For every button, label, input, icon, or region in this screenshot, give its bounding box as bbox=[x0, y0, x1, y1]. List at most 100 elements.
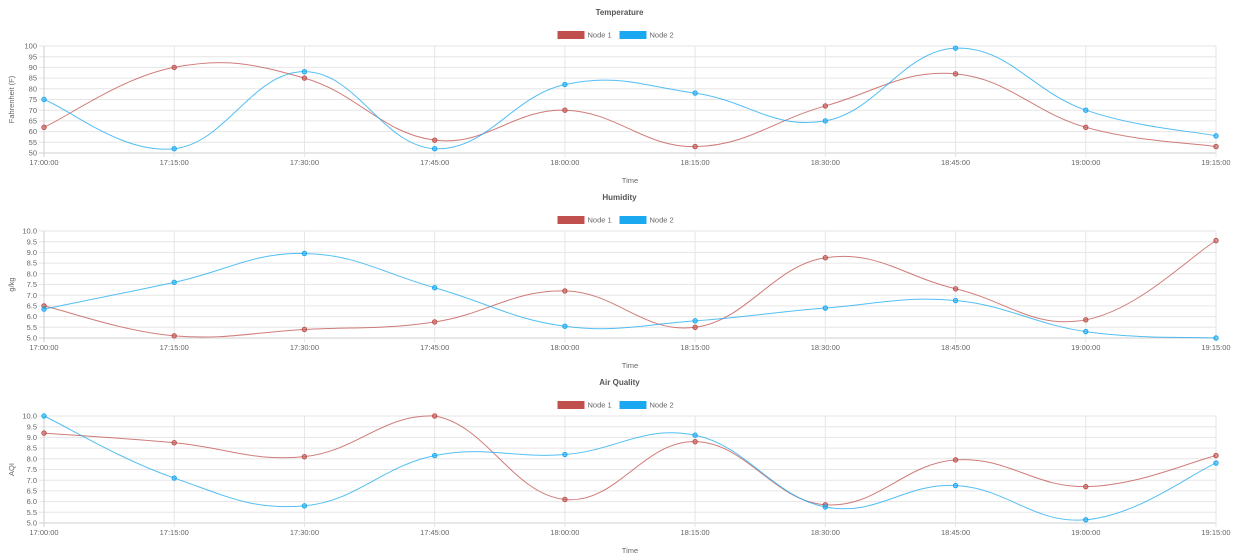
data-point-node-1[interactable] bbox=[301, 326, 308, 333]
data-point-node-2[interactable] bbox=[692, 318, 698, 324]
legend-item-node-2[interactable]: Node 2 bbox=[619, 401, 674, 410]
y-tick-label: 6.5 bbox=[27, 302, 37, 311]
data-point-node-2[interactable] bbox=[1213, 133, 1219, 139]
data-point-node-1[interactable] bbox=[562, 496, 568, 503]
data-point-node-1[interactable] bbox=[692, 324, 698, 331]
y-tick-label: 85 bbox=[29, 74, 37, 83]
data-point-node-1[interactable] bbox=[171, 440, 177, 446]
y-tick-label: 6.5 bbox=[27, 487, 37, 496]
legend-label: Node 1 bbox=[588, 216, 612, 225]
legend-item-node-1[interactable]: Node 1 bbox=[557, 401, 612, 410]
data-point-node-2[interactable] bbox=[822, 504, 829, 510]
legend-item-node-2[interactable]: Node 2 bbox=[619, 31, 674, 40]
chart-title: Humidity bbox=[602, 193, 637, 202]
data-point-node-2[interactable] bbox=[1083, 107, 1089, 113]
y-tick-label: 50 bbox=[29, 149, 37, 158]
data-point-node-1[interactable] bbox=[301, 453, 308, 460]
y-axis-title: Fahrenheit (F) bbox=[7, 75, 16, 123]
data-point-node-1[interactable] bbox=[431, 137, 438, 143]
x-tick-label: 18:45:00 bbox=[941, 343, 970, 352]
data-point-node-1[interactable] bbox=[431, 413, 438, 419]
y-tick-label: 70 bbox=[29, 106, 37, 115]
y-tick-label: 9.5 bbox=[27, 237, 37, 246]
data-point-node-1[interactable] bbox=[952, 71, 959, 77]
y-tick-label: 7.0 bbox=[27, 476, 37, 485]
y-tick-label: 90 bbox=[29, 63, 37, 72]
legend-swatch bbox=[619, 401, 647, 409]
x-axis-title: Time bbox=[622, 546, 638, 555]
x-tick-label: 19:15:00 bbox=[1201, 343, 1230, 352]
y-tick-label: 9.5 bbox=[27, 422, 37, 431]
data-point-node-1[interactable] bbox=[1083, 124, 1089, 131]
data-point-node-2[interactable] bbox=[822, 118, 829, 124]
x-tick-label: 18:15:00 bbox=[681, 158, 710, 167]
data-point-node-1[interactable] bbox=[431, 319, 438, 325]
data-point-node-2[interactable] bbox=[431, 285, 438, 291]
data-point-node-2[interactable] bbox=[171, 475, 177, 481]
data-point-node-1[interactable] bbox=[1213, 237, 1219, 244]
x-tick-label: 19:15:00 bbox=[1201, 528, 1230, 537]
data-point-node-2[interactable] bbox=[952, 297, 959, 304]
data-point-node-2[interactable] bbox=[431, 452, 438, 459]
data-point-node-1[interactable] bbox=[562, 107, 568, 113]
data-point-node-2[interactable] bbox=[301, 503, 308, 509]
legend-item-node-1[interactable]: Node 1 bbox=[557, 216, 612, 225]
data-point-node-1[interactable] bbox=[171, 333, 177, 339]
legend-swatch bbox=[557, 31, 585, 39]
data-point-node-1[interactable] bbox=[822, 255, 829, 261]
x-tick-label: 17:15:00 bbox=[160, 343, 189, 352]
data-point-node-1[interactable] bbox=[1083, 317, 1089, 323]
data-point-node-1[interactable] bbox=[952, 457, 959, 463]
data-point-node-2[interactable] bbox=[41, 96, 47, 103]
data-point-node-1[interactable] bbox=[301, 75, 308, 81]
x-tick-label: 18:30:00 bbox=[811, 343, 840, 352]
data-point-node-2[interactable] bbox=[952, 482, 959, 489]
data-point-node-2[interactable] bbox=[562, 451, 568, 458]
data-point-node-1[interactable] bbox=[41, 430, 47, 436]
data-point-node-2[interactable] bbox=[301, 250, 308, 257]
y-tick-label: 8.0 bbox=[27, 269, 37, 278]
x-tick-label: 18:30:00 bbox=[811, 158, 840, 167]
data-point-node-2[interactable] bbox=[171, 146, 177, 152]
data-point-node-2[interactable] bbox=[1083, 517, 1089, 523]
data-point-node-1[interactable] bbox=[41, 124, 47, 131]
data-point-node-2[interactable] bbox=[952, 45, 959, 51]
x-tick-label: 18:15:00 bbox=[681, 343, 710, 352]
data-point-node-2[interactable] bbox=[41, 413, 47, 419]
data-point-node-2[interactable] bbox=[1213, 335, 1219, 341]
data-point-node-2[interactable] bbox=[171, 279, 177, 286]
data-point-node-2[interactable] bbox=[692, 90, 698, 96]
data-point-node-1[interactable] bbox=[1213, 143, 1219, 150]
data-point-node-2[interactable] bbox=[562, 81, 568, 88]
y-axis-title: AQI bbox=[7, 463, 16, 476]
data-point-node-1[interactable] bbox=[692, 438, 698, 445]
data-point-node-1[interactable] bbox=[952, 286, 959, 292]
data-point-node-2[interactable] bbox=[41, 306, 47, 312]
data-point-node-1[interactable] bbox=[692, 143, 698, 150]
data-point-node-2[interactable] bbox=[822, 305, 829, 311]
x-tick-label: 19:00:00 bbox=[1071, 528, 1100, 537]
legend-label: Node 1 bbox=[588, 401, 612, 410]
data-point-node-1[interactable] bbox=[822, 103, 829, 109]
data-point-node-2[interactable] bbox=[692, 432, 698, 438]
data-point-node-2[interactable] bbox=[1083, 328, 1089, 335]
data-point-node-1[interactable] bbox=[1083, 483, 1089, 490]
x-tick-label: 18:00:00 bbox=[550, 158, 579, 167]
data-point-node-1[interactable] bbox=[1213, 452, 1219, 459]
data-point-node-2[interactable] bbox=[301, 68, 308, 75]
y-tick-label: 10.0 bbox=[22, 412, 37, 421]
legend-label: Node 2 bbox=[650, 401, 674, 410]
data-point-node-2[interactable] bbox=[1213, 460, 1219, 466]
data-point-node-2[interactable] bbox=[431, 146, 438, 152]
y-tick-label: 100 bbox=[24, 42, 37, 51]
legend-item-node-1[interactable]: Node 1 bbox=[557, 31, 612, 40]
data-point-node-1[interactable] bbox=[562, 288, 568, 294]
legend-item-node-2[interactable]: Node 2 bbox=[619, 216, 674, 225]
data-point-node-1[interactable] bbox=[171, 64, 177, 71]
y-tick-label: 60 bbox=[29, 127, 37, 136]
y-tick-label: 5.5 bbox=[27, 323, 37, 332]
legend-label: Node 1 bbox=[588, 31, 612, 40]
x-tick-label: 18:00:00 bbox=[550, 343, 579, 352]
data-point-node-2[interactable] bbox=[562, 323, 568, 329]
